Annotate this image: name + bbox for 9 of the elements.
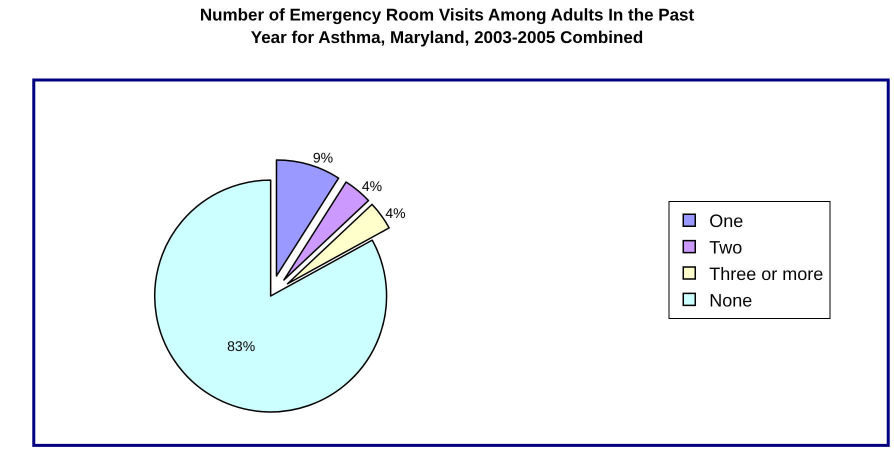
data-label: 83% [227, 338, 256, 354]
data-label: 4% [362, 178, 382, 194]
legend-label: One [709, 211, 744, 232]
data-label: 4% [385, 204, 406, 221]
legend-label: Two [709, 238, 742, 258]
legend-label: Three or more [709, 264, 824, 284]
legend-label: None [709, 290, 752, 310]
data-label: 9% [312, 149, 334, 166]
chart-title: Number of Emergency Room Visits Among Adults In the Past Year for Asthma, Maryland, 2003-2005 Combined [200, 6, 695, 47]
